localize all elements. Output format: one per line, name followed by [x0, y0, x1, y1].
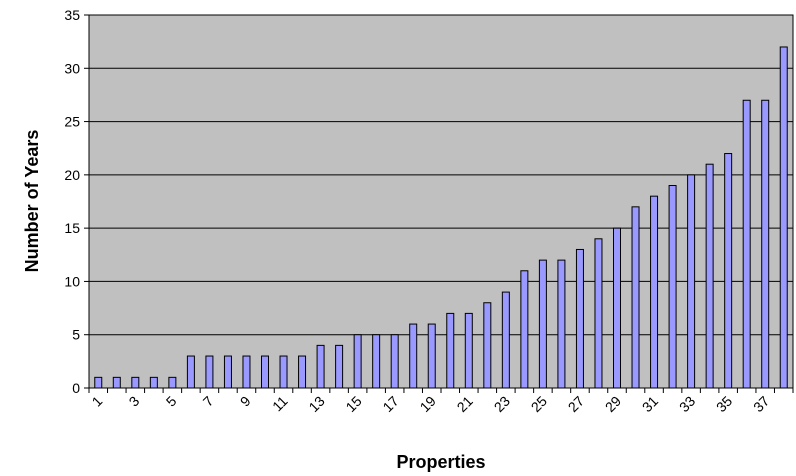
x-tick-label: 17	[379, 393, 401, 415]
x-tick-label: 3	[126, 393, 143, 410]
bar-property-9	[242, 355, 251, 389]
bar-property-8	[223, 355, 232, 389]
y-tick-label: 25	[64, 114, 80, 130]
y-tick-label: 10	[64, 273, 80, 289]
bar-property-10	[261, 355, 269, 389]
bar-property-37	[761, 99, 770, 389]
bar-property-16	[372, 334, 381, 389]
bar-property-21	[464, 312, 473, 389]
y-tick-label: 30	[64, 60, 80, 76]
bar-property-7	[205, 355, 214, 389]
bar-property-38	[779, 46, 788, 389]
bar-property-11	[279, 355, 288, 389]
x-tick-label: 23	[491, 393, 513, 415]
bar-property-25	[538, 259, 547, 389]
y-tick-label: 5	[72, 327, 80, 343]
y-ticks: 0 5 10 15 20 25 30 35	[64, 7, 89, 396]
bar-property-17	[390, 334, 399, 389]
bar-property-26	[557, 259, 566, 389]
y-tick-label: 20	[64, 167, 80, 183]
bar-property-33	[687, 174, 696, 389]
x-tick-label: 21	[454, 393, 476, 415]
bar-property-3	[131, 376, 140, 389]
x-tick-label: 7	[200, 393, 217, 410]
bar-property-19	[427, 323, 436, 389]
x-tick-label: 29	[602, 393, 624, 415]
bar-property-20	[446, 312, 455, 389]
bar-property-23	[501, 291, 510, 389]
bar-property-28	[594, 238, 603, 389]
bar-property-12	[298, 355, 307, 389]
bar-property-5	[168, 376, 177, 389]
x-axis-title: Properties	[396, 452, 485, 472]
bar-property-18	[409, 323, 418, 389]
bar-property-35	[724, 153, 733, 389]
x-ticks: 1 3 5 7 9 11 13 15 17 19 21 23 25 27 29 31 33 35 37	[88, 388, 794, 415]
x-tick-label: 15	[342, 393, 364, 415]
bar-property-15	[353, 334, 362, 389]
y-tick-label: 35	[64, 7, 80, 23]
bar-property-29	[613, 227, 621, 389]
x-tick-label: 35	[713, 393, 735, 415]
bar-property-36	[742, 99, 751, 389]
x-tick-label: 27	[565, 393, 587, 415]
y-axis-title: Number of Years	[22, 130, 42, 273]
bar-property-24	[520, 270, 529, 389]
bar-property-30	[631, 206, 640, 389]
bar-property-1	[94, 376, 103, 389]
bar-property-32	[668, 185, 677, 389]
x-tick-label: 19	[417, 393, 439, 415]
y-tick-label: 15	[64, 220, 80, 236]
bar-property-2	[112, 376, 121, 389]
bar-property-34	[705, 163, 714, 389]
bar-property-13	[316, 344, 325, 389]
x-tick-label: 33	[676, 393, 698, 415]
x-tick-label: 1	[89, 393, 106, 410]
x-tick-label: 5	[163, 393, 180, 410]
bar-property-31	[650, 195, 659, 389]
bar-property-4	[149, 376, 158, 389]
y-tick-label: 0	[72, 380, 80, 396]
x-tick-label: 37	[750, 393, 772, 415]
x-tick-label: 9	[237, 393, 254, 410]
bar-property-22	[483, 302, 492, 389]
bar-property-14	[335, 344, 344, 389]
bar-property-6	[186, 355, 195, 389]
x-tick-label: 31	[639, 393, 661, 415]
bar-property-27	[575, 248, 584, 389]
x-tick-label: 13	[305, 393, 327, 415]
x-tick-label: 11	[269, 393, 291, 415]
x-tick-label: 25	[528, 393, 550, 415]
